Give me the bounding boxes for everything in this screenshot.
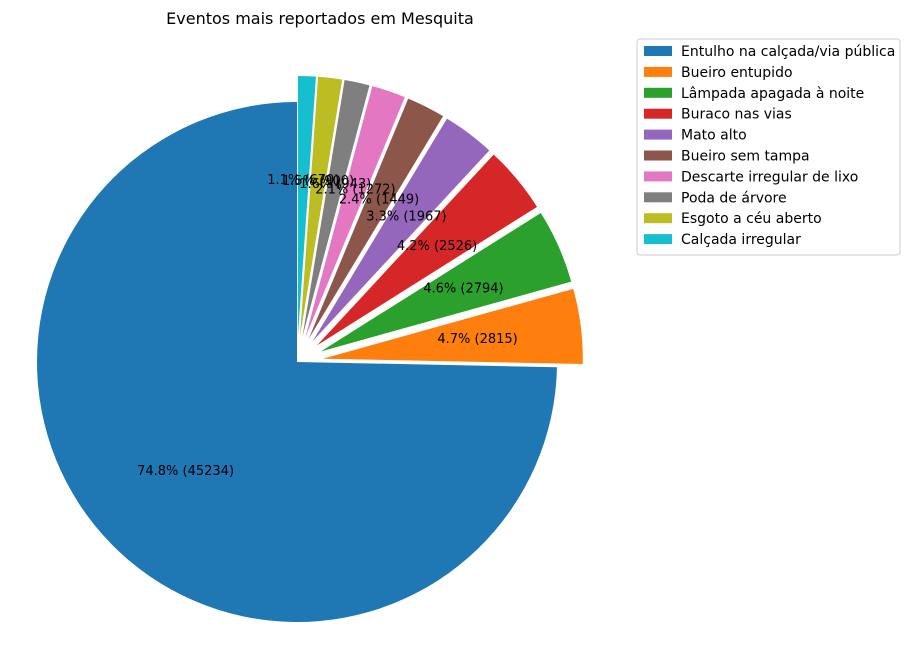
pie-slice: [317, 154, 538, 346]
legend: Entulho na calçada/via pública Bueiro ent…: [636, 38, 901, 256]
legend-swatch: [644, 87, 672, 98]
slice-label: 1.5% (900): [282, 174, 354, 189]
pie-slices: [36, 76, 583, 622]
chart-title: Eventos mais reportados em Mesquita: [166, 9, 474, 28]
pie-slice: [302, 80, 370, 337]
legend-swatch: [644, 213, 672, 224]
pie-slice: [308, 98, 444, 339]
legend-label: Calçada irregular: [681, 232, 801, 248]
legend-label: Mato alto: [681, 128, 747, 144]
slice-label: 3.3% (1967): [366, 210, 446, 225]
legend-swatch: [644, 129, 672, 140]
slice-label: 1.6% (943): [299, 177, 371, 192]
legend-swatch: [644, 46, 672, 56]
pie-slice: [312, 118, 490, 342]
slice-label: 4.2% (2526): [397, 239, 477, 254]
slice-label: 1.1% (670): [267, 173, 339, 188]
pie-slice: [36, 102, 557, 622]
slice-label: 2.1% (1272): [315, 183, 395, 198]
slice-label: 74.8% (45234): [137, 464, 234, 479]
legend-label: Lâmpada apagada à noite: [681, 86, 864, 102]
pie-slice: [300, 76, 343, 337]
legend-label: Bueiro entupido: [681, 65, 793, 81]
legend-swatch: [644, 234, 672, 245]
legend-swatch: [644, 108, 672, 119]
legend-swatch: [644, 171, 672, 182]
pie-slice: [297, 76, 316, 337]
legend-label: Buraco nas vias: [681, 107, 792, 123]
legend-label: Esgoto a céu aberto: [681, 211, 822, 227]
slice-label: 4.7% (2815): [437, 332, 517, 347]
slice-label: 2.4% (1449): [339, 193, 419, 208]
pie-labels: 74.8% (45234) 4.7% (2815) 4.6% (2794) 4.2% …: [137, 173, 518, 479]
legend-label: Poda de árvore: [681, 190, 787, 206]
legend-swatch: [644, 66, 672, 77]
legend-label: Bueiro sem tampa: [681, 149, 810, 165]
legend-label: Descarte irregular de lixo: [681, 169, 858, 185]
legend-swatch: [644, 150, 672, 161]
legend-frame: [636, 38, 901, 256]
slice-label: 4.6% (2794): [423, 281, 503, 296]
legend-label: Entulho na calçada/via pública: [681, 44, 895, 60]
pie-slice: [322, 288, 583, 364]
legend-swatch: [644, 192, 672, 203]
pie-slice: [305, 86, 405, 338]
pie-slice: [320, 212, 572, 352]
